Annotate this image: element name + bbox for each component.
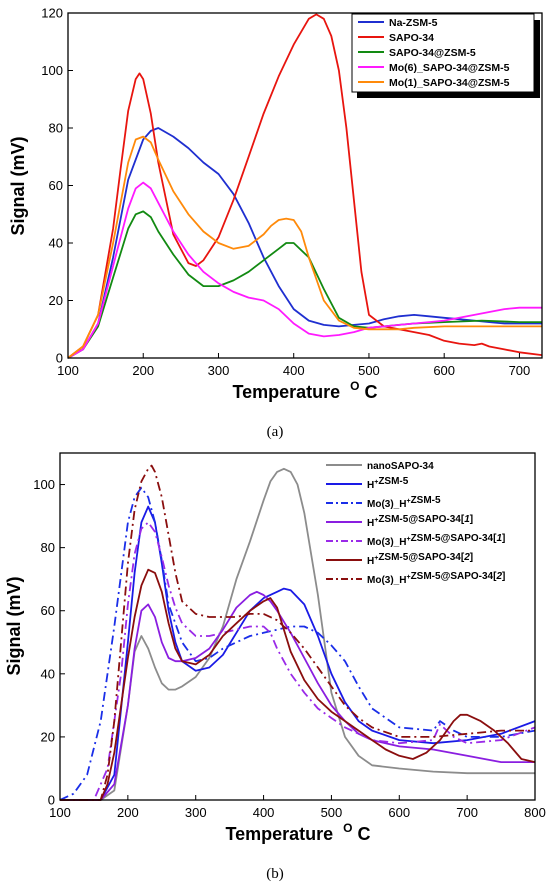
x-axis-title-b-text: Temperature	[225, 824, 333, 844]
legend-label-sapo-34: SAPO-34	[389, 32, 434, 44]
legend-label-mo-3-h-zsm-5: Mo(3)_H+ZSM-5	[367, 495, 441, 510]
x-tick-label: 200	[117, 805, 139, 820]
series-line-h-zsm-5	[60, 505, 536, 801]
panel-label-a: (a)	[267, 424, 284, 440]
x-tick-label: 300	[208, 363, 230, 378]
x-axis-title-a-text: Temperature	[232, 382, 340, 402]
x-tick-label: 500	[358, 363, 380, 378]
y-tick-label: 20	[41, 729, 55, 744]
series-line-sapo-34-zsm-5	[67, 210, 542, 359]
series-line-mo-3-h-zsm-5-sapo-34-2	[60, 464, 535, 801]
series-line-mo-1-sapo-34-zsm-5	[67, 135, 542, 359]
series-line-mo-6-sapo-34-zsm-5	[67, 181, 542, 359]
y-tick-label: 40	[49, 236, 63, 251]
y-tick-label: 0	[48, 793, 55, 808]
series-line-h-zsm-5-sapo-34-2	[60, 568, 536, 801]
series-line-mo-3-h-zsm-5	[59, 486, 536, 801]
legend-label-na-zsm-5: Na-ZSM-5	[389, 17, 438, 29]
y-tick-label: 60	[49, 178, 63, 193]
series-line-sapo-34	[67, 13, 543, 359]
y-tick-label: 100	[41, 63, 63, 78]
x-tick-label: 700	[456, 805, 478, 820]
legend-label-mo-6-sapo-34-zsm-5: Mo(6)_SAPO-34@ZSM-5	[389, 62, 510, 74]
plot-frame-b	[59, 452, 536, 801]
series-line-nanosapo-34	[60, 467, 535, 801]
x-axis-title-a-degree: O	[350, 379, 359, 393]
legend-label-mo-1-sapo-34-zsm-5: Mo(1)_SAPO-34@ZSM-5	[389, 77, 510, 89]
chart-a: 100 200 300 400 500 600 700 0 20 40 60 80 100 120 Si…	[8, 6, 543, 440]
y-axis-title-a: Signal (mV)	[8, 136, 28, 235]
x-tick-label: 300	[185, 805, 207, 820]
legend-label-mo-3-h-zsm-5-sapo-34-1: Mo(3)_H+ZSM-5@SAPO-34[1]	[367, 533, 505, 548]
x-tick-label: 700	[509, 363, 531, 378]
x-axis-title-b-unit: C	[358, 824, 371, 844]
legend-b	[318, 454, 534, 586]
legend-label-nanosapo-34: nanoSAPO-34	[367, 461, 434, 472]
panel-label-b: (b)	[266, 866, 284, 882]
y-tick-label: 80	[49, 121, 63, 136]
x-tick-label: 800	[524, 805, 546, 820]
y-tick-label: 20	[49, 293, 63, 308]
y-tick-label: 60	[41, 603, 55, 618]
y-tick-label: 0	[56, 351, 63, 366]
series-line-h-zsm-5-sapo-34-1	[60, 590, 535, 801]
x-tick-label: 500	[321, 805, 343, 820]
legend-label-h-zsm-5: H+ZSM-5	[367, 476, 409, 491]
legend-label-mo-3-h-zsm-5-sapo-34-2: Mo(3)_H+ZSM-5@SAPO-34[2]	[367, 571, 505, 586]
x-axis-title-a-unit: C	[365, 382, 378, 402]
y-axis-title-b: Signal (mV)	[4, 576, 24, 675]
series-line-mo-3-h-zsm-5-sapo-34-1	[60, 521, 536, 801]
legend-label-h-zsm-5-sapo-34-1: H+ZSM-5@SAPO-34[1]	[367, 514, 473, 529]
y-tick-label: 120	[41, 6, 63, 21]
x-axis-title-b-degree: O	[343, 821, 352, 835]
x-axis-title-b: Temperature O C	[225, 816, 370, 844]
legend-label-h-zsm-5-sapo-34-2: H+ZSM-5@SAPO-34[2]	[367, 552, 473, 567]
x-tick-label: 100	[57, 363, 79, 378]
x-axis-title-a: Temperature O C	[232, 374, 377, 402]
y-tick-label: 40	[41, 666, 55, 681]
x-tick-label: 200	[132, 363, 154, 378]
x-tick-label: 400	[253, 805, 275, 820]
x-tick-label: 600	[388, 805, 410, 820]
chart-b: 100 200 300 400 500 600 700 800 0 20 40 60 80 100 Si…	[4, 452, 546, 882]
legend-label-sapo-34-zsm-5: SAPO-34@ZSM-5	[389, 47, 476, 59]
y-tick-label: 80	[41, 540, 55, 555]
y-tick-label: 100	[33, 477, 55, 492]
x-tick-label: 100	[49, 805, 71, 820]
x-tick-label: 600	[433, 363, 455, 378]
x-tick-label: 400	[283, 363, 305, 378]
